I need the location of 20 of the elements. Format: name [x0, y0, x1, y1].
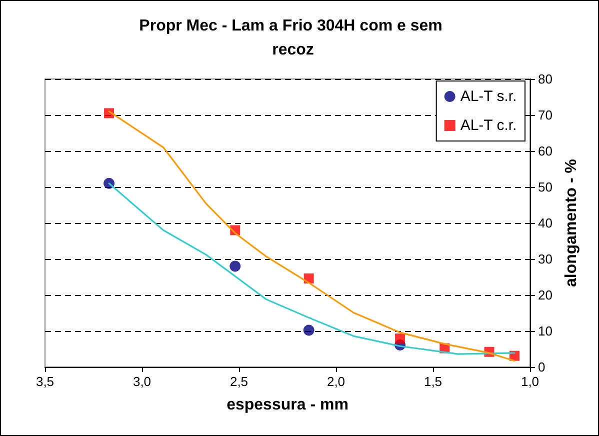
y-tick-label: 80	[538, 72, 552, 86]
legend-label: AL-T s.r.	[460, 88, 517, 105]
y-tick-label: 70	[538, 108, 552, 122]
x-tick-label: 1,5	[424, 374, 442, 389]
x-tick-label: 3,5	[36, 374, 54, 389]
x-tick-label: 1,0	[520, 374, 540, 389]
y-axis-title: alongamento - %	[562, 158, 580, 288]
legend-label: AL-T c.r.	[460, 117, 517, 134]
y-tick-label: 20	[538, 288, 552, 302]
x-tick-label: 2,5	[230, 374, 248, 389]
x-tick-label: 2,0	[326, 374, 346, 389]
y-tick-label: 40	[538, 216, 552, 230]
y-tick-label: 60	[538, 144, 552, 158]
y-tick-label: 30	[538, 252, 552, 266]
y-tick-label: 10	[538, 324, 552, 338]
y-tick-label: 50	[538, 180, 552, 194]
y-tick-label: 0	[538, 360, 546, 374]
x-axis-title: espessura - mm	[226, 396, 348, 414]
x-tick-label: 3,0	[132, 374, 152, 389]
chart-title: Propr Mec - Lam a Frio 304H com e sem recoz	[139, 18, 447, 58]
